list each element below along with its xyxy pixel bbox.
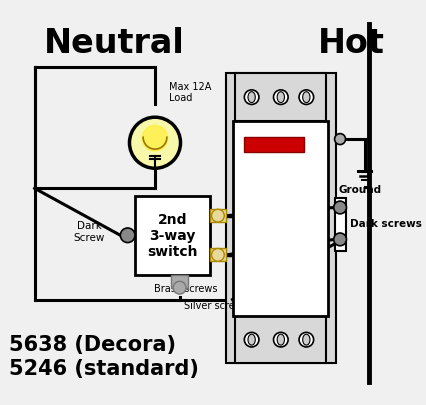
Circle shape (333, 233, 345, 246)
Text: Dark screws: Dark screws (349, 219, 421, 229)
Circle shape (244, 333, 258, 347)
Text: Hot: Hot (317, 27, 383, 60)
Ellipse shape (248, 335, 255, 345)
Bar (171, 275, 187, 288)
Bar (135, 196, 209, 275)
Circle shape (120, 228, 135, 243)
Bar (209, 249, 226, 262)
Text: Brass screws: Brass screws (154, 284, 217, 293)
Circle shape (273, 333, 288, 347)
Bar (235, 316, 325, 363)
Circle shape (129, 118, 180, 169)
Circle shape (211, 249, 224, 262)
Text: Max 12A
Load: Max 12A Load (168, 81, 210, 103)
Text: Dark
Screw: Dark Screw (74, 220, 105, 242)
Circle shape (173, 281, 186, 294)
Bar (244, 138, 303, 152)
Text: 2nd
3-way
switch: 2nd 3-way switch (147, 213, 197, 259)
Circle shape (298, 333, 313, 347)
Ellipse shape (302, 335, 309, 345)
Circle shape (273, 91, 288, 105)
Circle shape (211, 210, 224, 222)
Circle shape (333, 202, 345, 214)
Bar (334, 199, 345, 252)
Circle shape (334, 134, 345, 145)
Polygon shape (142, 126, 167, 151)
Bar (226, 74, 335, 363)
Text: Neutral: Neutral (43, 27, 184, 60)
Text: 5246 (standard): 5246 (standard) (9, 358, 199, 378)
Text: Ground: Ground (338, 184, 381, 194)
Bar (233, 122, 328, 316)
Ellipse shape (248, 92, 255, 103)
Circle shape (298, 91, 313, 105)
Bar (209, 210, 226, 222)
Circle shape (244, 91, 258, 105)
Ellipse shape (276, 335, 284, 345)
Ellipse shape (302, 92, 309, 103)
Text: Silver screw: Silver screw (184, 300, 242, 310)
Ellipse shape (276, 92, 284, 103)
Text: 5638 (Decora): 5638 (Decora) (9, 335, 176, 354)
Bar (235, 74, 325, 122)
